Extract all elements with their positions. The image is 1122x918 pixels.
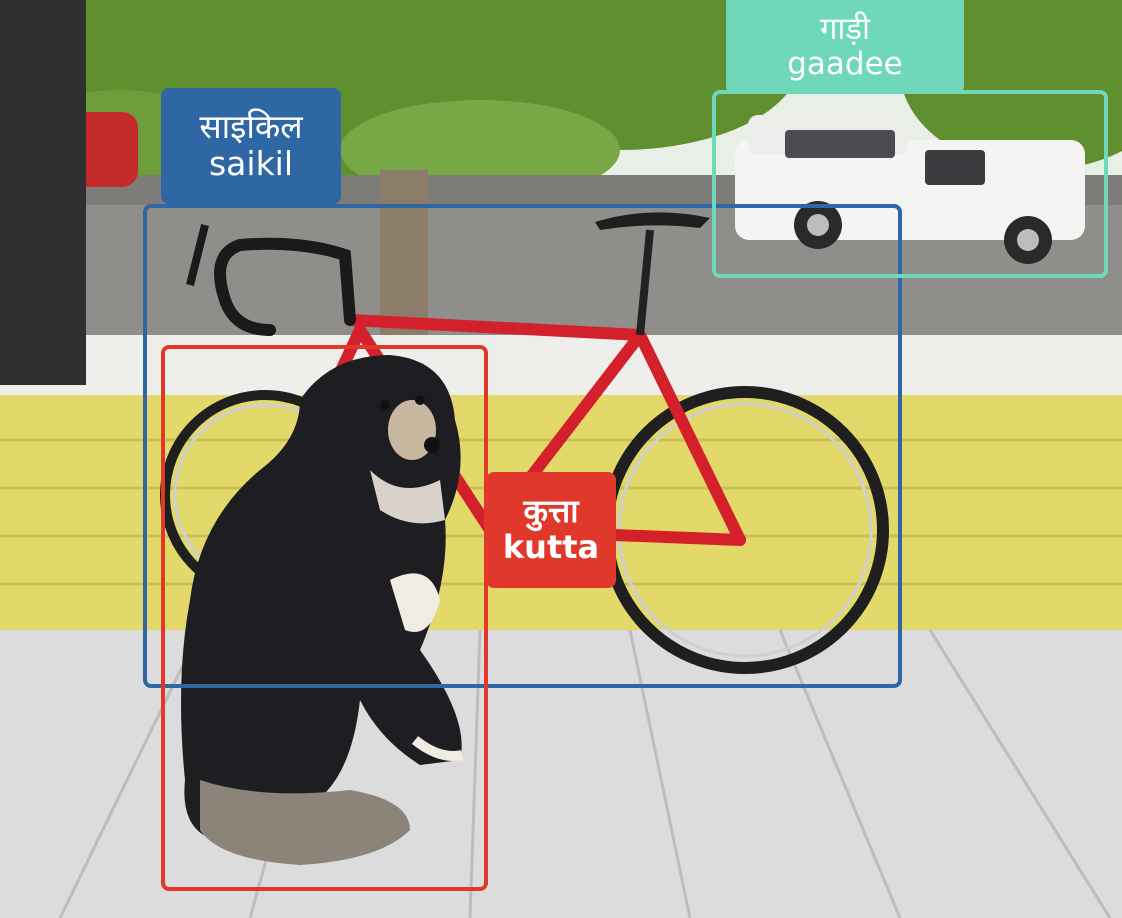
- dog-label-hindi: कुत्ता: [523, 492, 579, 531]
- dog-bounding-box: [161, 345, 488, 891]
- dog-label: कुत्ता kutta: [486, 472, 616, 588]
- bicycle-label: साइकिल saikil: [161, 88, 341, 204]
- white-truck: [735, 115, 1085, 264]
- dog-label-roman: kutta: [502, 528, 600, 566]
- bicycle-bounding-box: [143, 204, 902, 688]
- car-bounding-box: [712, 90, 1108, 278]
- car-label-hindi: गाड़ी: [819, 11, 871, 48]
- bicycle-label-roman: saikil: [208, 144, 294, 183]
- porch-post: [0, 0, 86, 385]
- car-label-roman: gaadee: [787, 46, 903, 82]
- dog: [181, 355, 464, 865]
- bicycle-label-hindi: साइकिल: [199, 107, 303, 147]
- car-label: गाड़ी gaadee: [726, 0, 964, 94]
